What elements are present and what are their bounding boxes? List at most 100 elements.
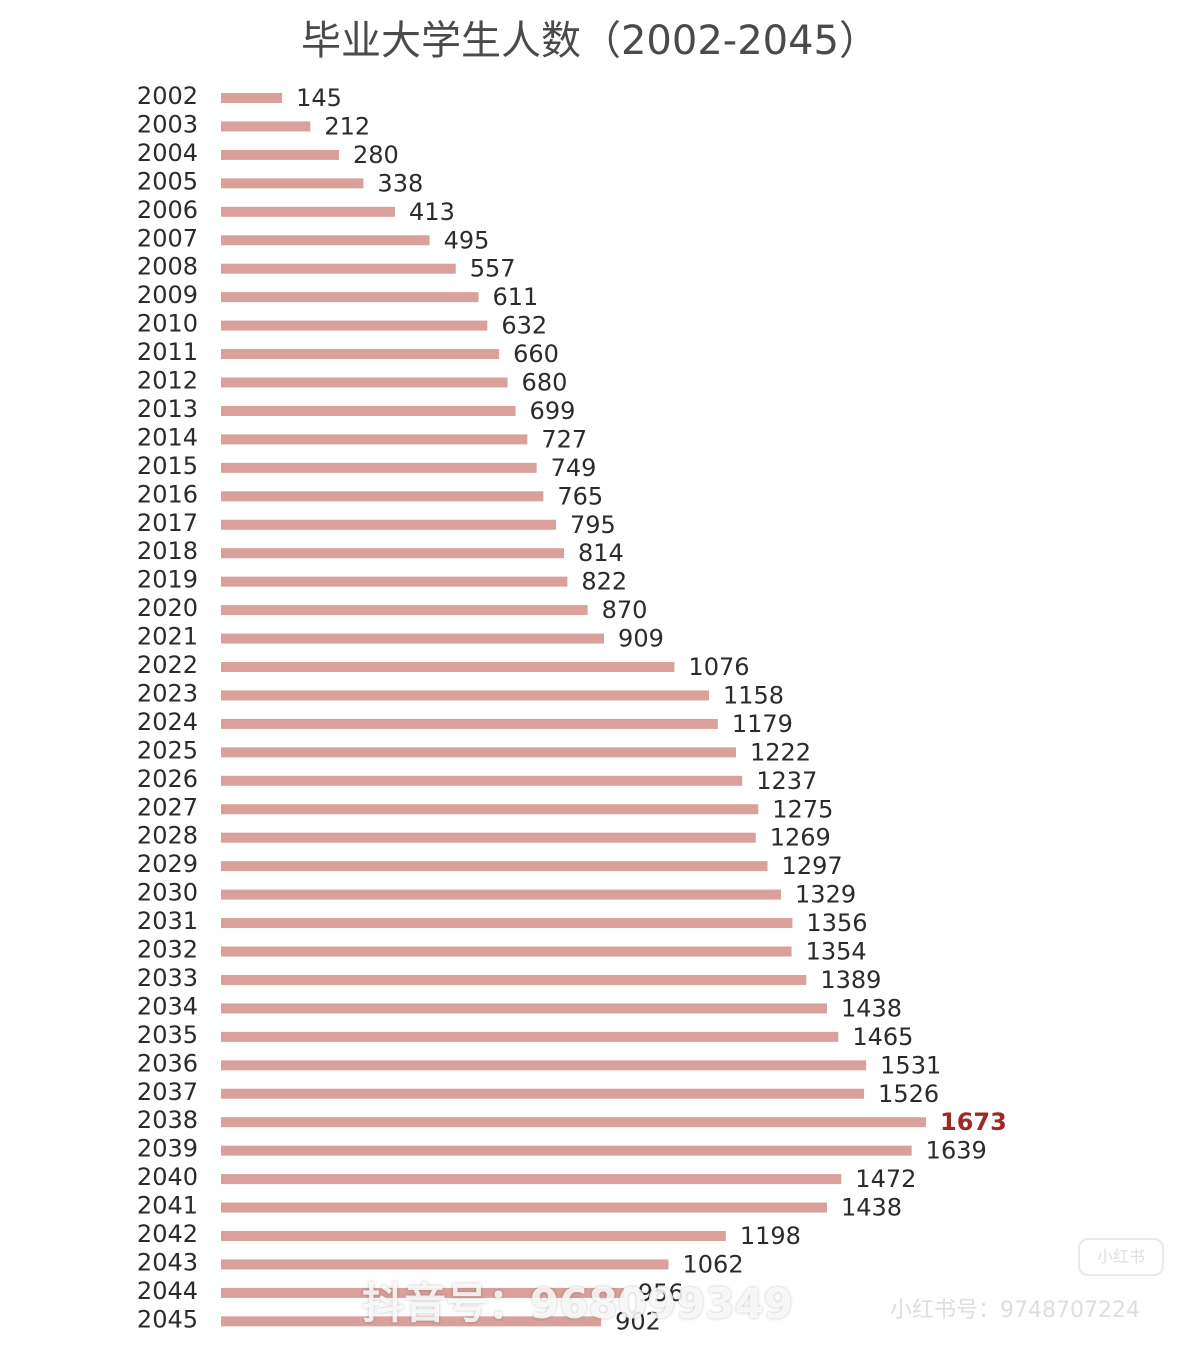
bar (221, 1174, 842, 1185)
value-label: 699 (530, 397, 576, 425)
bar (221, 491, 544, 502)
value-label: 1526 (878, 1080, 939, 1108)
bar (221, 690, 709, 701)
chart-title: 毕业大学生人数（2002-2045） (300, 18, 880, 64)
bar (221, 263, 456, 274)
bar (221, 149, 339, 160)
year-label: 2043 (137, 1248, 198, 1276)
value-label: 611 (492, 283, 538, 311)
bar (221, 832, 756, 843)
bar (221, 121, 311, 132)
year-label: 2013 (137, 395, 198, 423)
year-label: 2037 (137, 1078, 198, 1106)
value-label: 727 (541, 425, 587, 453)
xiaohongshu-logo: 小红书 (1078, 1238, 1164, 1276)
bar (221, 662, 675, 672)
year-label: 2011 (137, 338, 198, 366)
value-label: 902 (615, 1307, 661, 1335)
value-label: 1438 (841, 1194, 902, 1222)
year-label: 2030 (137, 879, 198, 907)
value-label: 749 (551, 454, 597, 482)
year-label: 2027 (137, 793, 198, 821)
douyin-watermark: 抖音号：968099349 (362, 1279, 794, 1328)
bar (221, 434, 528, 445)
value-label: 765 (557, 482, 603, 510)
value-label: 495 (444, 226, 490, 254)
value-label: 1198 (740, 1222, 801, 1250)
value-label: 1472 (855, 1165, 916, 1193)
bar (221, 889, 782, 900)
bar (221, 718, 718, 729)
year-label: 2006 (137, 196, 198, 224)
year-label: 2012 (137, 367, 198, 395)
bar (221, 1060, 867, 1071)
value-label: 1389 (820, 966, 881, 994)
value-label: 1222 (750, 738, 811, 766)
value-label: 870 (602, 596, 648, 624)
bar (221, 974, 807, 985)
value-label: 1269 (770, 824, 831, 852)
year-label: 2015 (137, 452, 198, 480)
value-label: 212 (324, 112, 370, 140)
year-label: 2008 (137, 253, 198, 281)
value-label: 660 (513, 340, 559, 368)
year-label: 2003 (137, 110, 198, 138)
year-label: 2033 (137, 964, 198, 992)
bar (221, 377, 508, 388)
bar (221, 206, 396, 217)
value-label: 956 (638, 1279, 684, 1307)
value-label: 280 (353, 141, 399, 169)
bar (221, 1202, 827, 1213)
year-label: 2036 (137, 1049, 198, 1077)
bar (221, 1316, 602, 1327)
bar (221, 292, 479, 303)
bar (221, 349, 500, 360)
year-label: 2028 (137, 822, 198, 850)
year-label: 2023 (137, 679, 198, 707)
year-label: 2020 (137, 594, 198, 622)
year-label: 2017 (137, 509, 198, 537)
bar (221, 320, 488, 331)
value-label: 632 (501, 312, 547, 340)
bar (221, 747, 736, 758)
bar (221, 1003, 827, 1014)
bar (221, 775, 743, 786)
value-label: 1438 (841, 994, 902, 1022)
value-label: 145 (296, 84, 342, 112)
bar (221, 804, 759, 815)
year-label: 2005 (137, 167, 198, 195)
bar (221, 861, 768, 872)
year-label: 2024 (137, 708, 198, 736)
value-label: 1179 (732, 710, 793, 738)
year-label: 2031 (137, 907, 198, 935)
value-label: 1329 (795, 881, 856, 909)
bar (221, 1287, 624, 1298)
year-label: 2021 (137, 623, 198, 651)
xiaohongshu-watermark: 小红书号：9748707224 (890, 1298, 1140, 1323)
value-label: 680 (522, 369, 568, 397)
value-label: 814 (578, 539, 624, 567)
year-label: 2039 (137, 1135, 198, 1163)
year-label: 2029 (137, 850, 198, 878)
value-label: 1158 (723, 681, 784, 709)
year-label: 2044 (137, 1277, 198, 1305)
year-label: 2038 (137, 1106, 198, 1134)
year-label: 2022 (137, 651, 198, 679)
year-label: 2010 (137, 310, 198, 338)
value-label: 1465 (852, 1023, 913, 1051)
bar (221, 1259, 669, 1270)
value-label: 1062 (683, 1250, 744, 1278)
year-label: 2016 (137, 480, 198, 508)
bar (221, 548, 565, 559)
value-label: 1354 (806, 938, 867, 966)
value-label: 1076 (688, 653, 749, 681)
year-label: 2032 (137, 936, 198, 964)
bar (221, 633, 605, 644)
bar (221, 235, 430, 246)
bar (221, 178, 364, 189)
year-label: 2041 (137, 1192, 198, 1220)
value-label: 795 (570, 511, 616, 539)
year-label: 2007 (137, 224, 198, 252)
year-label: 2040 (137, 1163, 198, 1191)
